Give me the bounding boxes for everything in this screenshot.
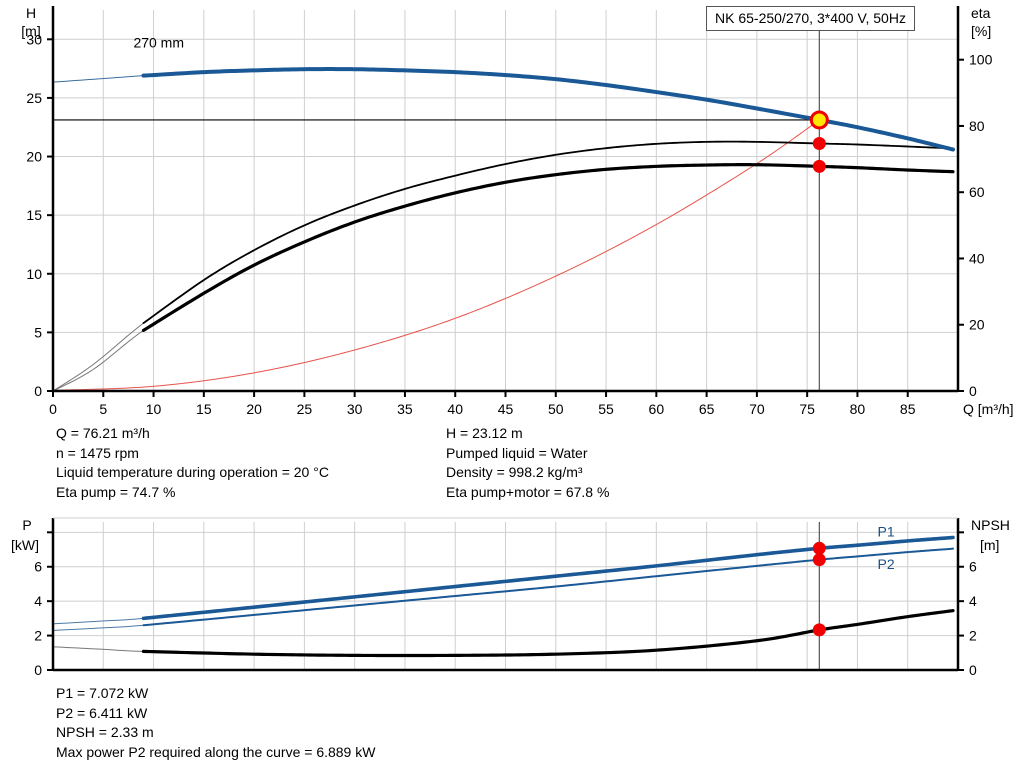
duty-info-line-2: n = 1475 rpm	[56, 444, 139, 461]
tick-label-eta-60: 60	[969, 184, 985, 200]
top-chart-group: 0 5 10 15 20 25 30 0 20 40 60 80 100 0 5 10 15 20 25 30 35 40…	[21, 5, 1013, 417]
eta-curve-extension-1	[52, 164, 954, 392]
tick-label-q-35: 35	[397, 401, 413, 417]
tick-label-q-65: 65	[699, 401, 715, 417]
p1-duty-marker	[812, 541, 826, 555]
tick-label-eta-0: 0	[969, 383, 977, 399]
p1-series-label: P1	[878, 523, 895, 539]
tick-label-q-80: 80	[850, 401, 866, 417]
y-left-axis-title-1: P	[22, 517, 31, 533]
head-efficiency-chart: 0 5 10 15 20 25 30 0 20 40 60 80 100 0 5 10 15 20 25 30 35 40…	[21, 5, 1013, 417]
p1-curve	[141, 535, 955, 621]
tick-label-q-85: 85	[900, 401, 916, 417]
tick-label-q-0: 0	[49, 401, 57, 417]
head-curve	[141, 67, 955, 152]
tick-label-q-55: 55	[598, 401, 614, 417]
tick-label-eta-40: 40	[969, 250, 985, 266]
tick-label-p-2: 4	[34, 593, 42, 609]
power-info-line-2: P2 = 6.411 kW	[56, 704, 148, 721]
eta-curve-0	[142, 140, 954, 324]
tick-label-q-60: 60	[649, 401, 665, 417]
impeller-size-label: 270 mm	[133, 35, 184, 51]
bottom-chart-group: 0 0 2 2 4 4 6 6 P [kW] NPSH [m] P1 P2	[11, 517, 1010, 678]
npsh-curve	[141, 609, 955, 658]
y-left-axis-title-2: [kW]	[11, 537, 39, 553]
tick-label-h-10: 10	[26, 266, 42, 282]
duty-info-line-4: Eta pump+motor = 67.8 %	[446, 483, 610, 500]
power-info-line-4: Max power P2 required along the curve = …	[56, 743, 376, 760]
tick-label-eta-100: 100	[969, 52, 993, 68]
duty-info-line-4: Eta pump = 74.7 %	[56, 483, 176, 500]
tick-label-npsh-0: 0	[969, 662, 977, 678]
tick-label-eta-80: 80	[969, 118, 985, 134]
power-npsh-chart: 0 0 2 2 4 4 6 6 P [kW] NPSH [m] P1 P2	[11, 517, 1010, 678]
tick-label-q-25: 25	[297, 401, 313, 417]
x-axis-title: Q [m³/h]	[963, 401, 1014, 417]
y-left-axis-title-1: H	[26, 5, 36, 21]
tick-label-p-0: 0	[34, 662, 42, 678]
y-right-axis-title-1: NPSH	[971, 517, 1010, 533]
tick-label-q-5: 5	[99, 401, 107, 417]
power-info-line-1: P1 = 7.072 kW	[56, 685, 149, 701]
y-left-axis-title-2: [m]	[21, 23, 40, 39]
duty-point-marker[interactable]	[809, 110, 829, 130]
y-right-axis-title-2: [%]	[971, 23, 991, 39]
eta-pump-marker	[812, 159, 826, 173]
tick-label-npsh-3: 6	[969, 559, 977, 575]
tick-label-q-15: 15	[196, 401, 212, 417]
tick-label-h-5: 5	[34, 324, 42, 340]
duty-info-line-1: Q = 76.21 m³/h	[56, 425, 150, 441]
y-right-axis-title-2: [m]	[980, 537, 999, 553]
power-info-block: P1 = 7.072 kW P2 = 6.411 kW NPSH = 2.33 m M…	[56, 684, 375, 762]
tick-label-q-30: 30	[347, 401, 363, 417]
duty-info-line-3: Density = 998.2 kg/m³	[446, 464, 583, 480]
tick-label-h-20: 20	[26, 149, 42, 165]
duty-info-line-3: Liquid temperature during operation = 20…	[56, 464, 329, 480]
tick-label-eta-20: 20	[969, 317, 985, 333]
tick-label-h-25: 25	[26, 90, 42, 106]
tick-label-p-3: 6	[34, 559, 42, 575]
duty-point-info-right: H = 23.12 m Pumped liquid = Water Density …	[446, 424, 609, 502]
tick-label-p-1: 2	[34, 628, 42, 644]
tick-label-q-10: 10	[146, 401, 162, 417]
eta-pump-motor-marker	[812, 137, 826, 151]
tick-label-h-30: 30	[26, 31, 42, 47]
tick-label-q-40: 40	[447, 401, 463, 417]
duty-info-line-1: H = 23.12 m	[446, 425, 523, 441]
tick-label-q-20: 20	[246, 401, 262, 417]
p2-series-label: P2	[878, 556, 895, 572]
system-curve	[52, 119, 820, 391]
tick-label-npsh-2: 4	[969, 593, 977, 609]
npsh-duty-marker	[812, 623, 826, 637]
tick-label-q-50: 50	[548, 401, 564, 417]
tick-label-h-15: 15	[26, 207, 42, 223]
duty-info-line-2: Pumped liquid = Water	[446, 444, 588, 461]
p2-duty-marker	[812, 553, 826, 567]
tick-label-q-45: 45	[498, 401, 514, 417]
tick-label-q-70: 70	[749, 401, 765, 417]
eta-curve-1	[141, 163, 955, 332]
pump-model-title: NK 65-250/270, 3*400 V, 50Hz	[706, 6, 915, 31]
y-right-axis-title-1: eta	[971, 5, 991, 21]
tick-label-npsh-1: 2	[969, 628, 977, 644]
tick-label-q-75: 75	[799, 401, 815, 417]
tick-label-h-0: 0	[34, 383, 42, 399]
power-info-line-3: NPSH = 2.33 m	[56, 724, 154, 740]
eta-curve-extension-0	[52, 141, 954, 392]
p2-curve	[142, 547, 954, 627]
duty-point-info-left: Q = 76.21 m³/h n = 1475 rpm Liquid tempera…	[56, 424, 329, 502]
